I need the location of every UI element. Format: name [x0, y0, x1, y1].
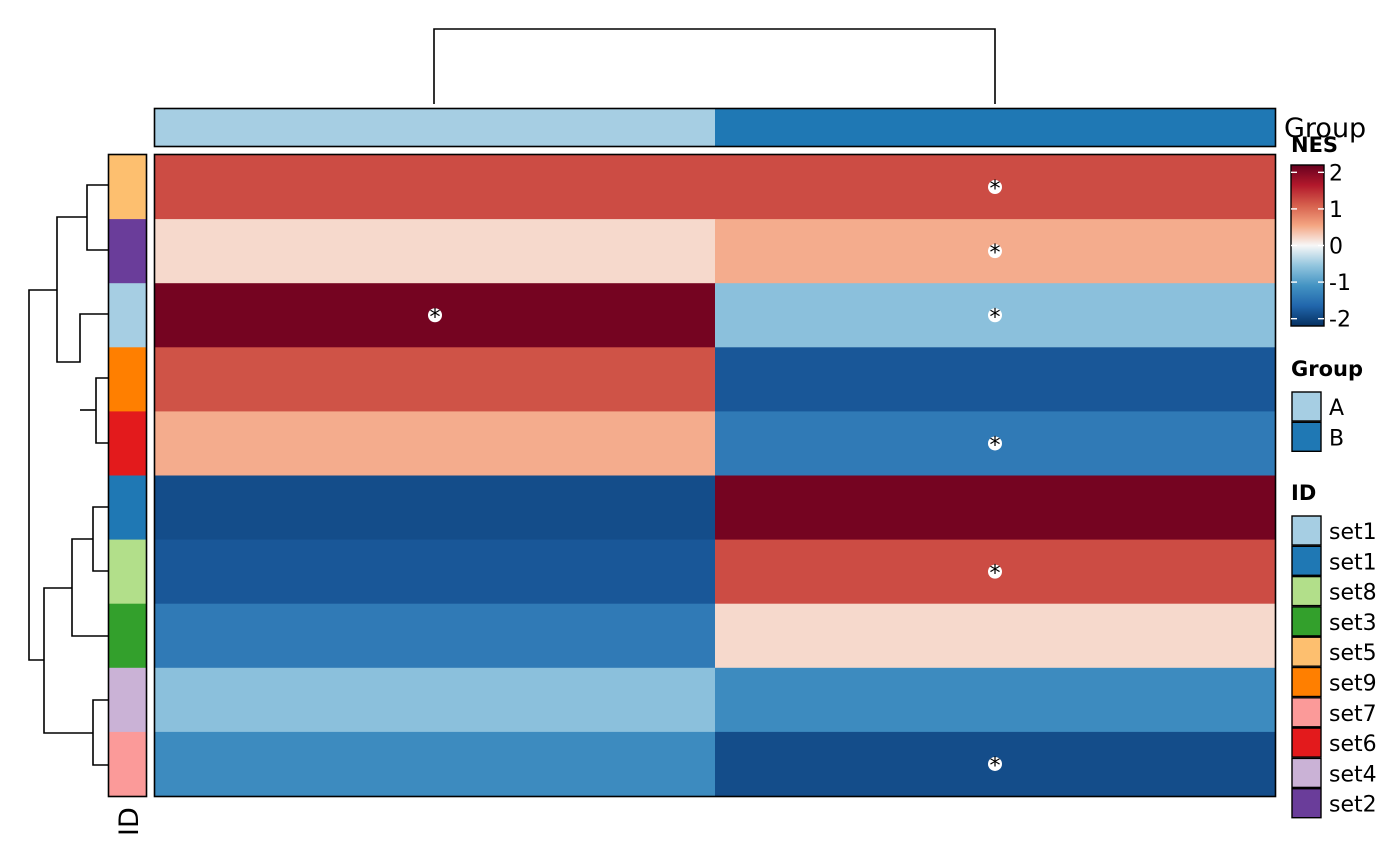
nes-tick-label: 1	[1329, 198, 1343, 223]
significance-marker: *	[990, 754, 1001, 779]
legend-swatch	[1291, 788, 1322, 819]
legend-label: set1	[1329, 520, 1377, 545]
heatmap-cell	[155, 219, 716, 284]
legend-label: set2	[1329, 793, 1377, 818]
legend-swatch	[1291, 697, 1322, 728]
legend-label: set4	[1329, 762, 1377, 787]
id-annotation-border	[107, 153, 148, 798]
legend-label: set3	[1329, 611, 1377, 636]
heatmap-cell	[715, 603, 1276, 669]
legend-swatch	[1291, 666, 1322, 698]
legend-swatch	[1291, 545, 1322, 576]
heatmap-cell	[715, 475, 1276, 541]
significance-marker-bg	[988, 244, 1002, 259]
heatmap-border	[153, 153, 1277, 798]
legend-label: set8	[1329, 581, 1377, 606]
nes-legend-ticks: 2 1 0 -1 -2	[1291, 161, 1351, 333]
legend-label: A	[1329, 396, 1344, 421]
id-annotation-cell	[109, 411, 146, 476]
significance-marker-bg	[988, 180, 1002, 195]
legend-swatch	[1291, 606, 1322, 637]
heatmap-body: * * * * * * *	[155, 155, 1276, 797]
id-annotation-cell	[109, 603, 146, 669]
id-annotation-column	[107, 153, 148, 798]
legend-swatch	[1291, 636, 1322, 667]
id-annotation-cell	[109, 539, 146, 605]
group-annotation-label: Group	[1284, 113, 1366, 144]
column-dendrogram	[433, 28, 996, 104]
significance-marker: *	[990, 241, 1001, 266]
row-dendrogram	[28, 184, 108, 766]
id-annotation-cell	[109, 475, 146, 541]
id-annotation-cell	[109, 731, 146, 797]
heatmap-cell	[715, 667, 1276, 733]
heatmap-cell	[715, 347, 1276, 412]
id-annotation-cell	[109, 219, 146, 284]
id-annotation-cell	[109, 667, 146, 733]
nes-tick-label: 0	[1329, 235, 1343, 260]
nes-legend-title: NES	[1291, 133, 1338, 157]
heatmap-cell	[155, 411, 716, 476]
legend-swatch	[1291, 575, 1322, 607]
heatmap-cell	[155, 155, 716, 220]
id-annotation-cell	[109, 347, 146, 412]
heatmap-cell	[155, 731, 716, 797]
legend-swatch	[1291, 757, 1322, 789]
significance-marker: *	[990, 562, 1001, 587]
legend-label: B	[1329, 426, 1344, 451]
group-annotation-cell	[155, 109, 715, 146]
legend-swatch	[1291, 391, 1322, 422]
nes-tick-label: -2	[1329, 308, 1351, 333]
group-annotation-bar	[153, 107, 1277, 148]
significance-marker-bg	[988, 308, 1002, 323]
significance-marker-bg	[428, 308, 442, 323]
nes-tick-label: -1	[1329, 271, 1351, 296]
significance-marker-bg	[988, 756, 1002, 771]
id-legend-title: ID	[1291, 481, 1316, 505]
heatmap-cell	[155, 603, 716, 669]
heatmap-cell	[155, 475, 716, 541]
nes-tick-label: 2	[1329, 161, 1343, 186]
group-annotation-border	[153, 107, 1277, 148]
group-legend: AB	[1291, 391, 1344, 452]
heatmap-cell	[155, 539, 716, 605]
legend-label: set5	[1329, 641, 1377, 666]
legend-label: set9	[1329, 672, 1377, 697]
legend-swatch	[1291, 515, 1322, 546]
id-annotation-cell	[109, 283, 146, 348]
heatmap-cell	[155, 347, 716, 412]
significance-marker-bg	[988, 564, 1002, 579]
group-annotation-cell	[715, 109, 1275, 146]
group-legend-title: Group	[1291, 357, 1363, 381]
significance-marker: *	[430, 305, 441, 330]
id-legend: set1 set1 set8 set3 set5 set9 set7 set6 set4 set2	[1291, 515, 1377, 819]
significance-marker: *	[990, 305, 1001, 330]
legend-swatch	[1291, 727, 1322, 758]
significance-marker: *	[990, 433, 1001, 458]
legend-label: set7	[1329, 702, 1377, 727]
legend-swatch	[1291, 421, 1322, 452]
legend-label: set6	[1329, 732, 1377, 757]
legend-label: set1	[1329, 550, 1377, 575]
significance-marker: *	[990, 177, 1001, 202]
heatmap-cell	[155, 667, 716, 733]
significance-marker-bg	[988, 436, 1002, 451]
id-annotation-label: ID	[114, 807, 145, 836]
id-annotation-cell	[109, 155, 146, 220]
